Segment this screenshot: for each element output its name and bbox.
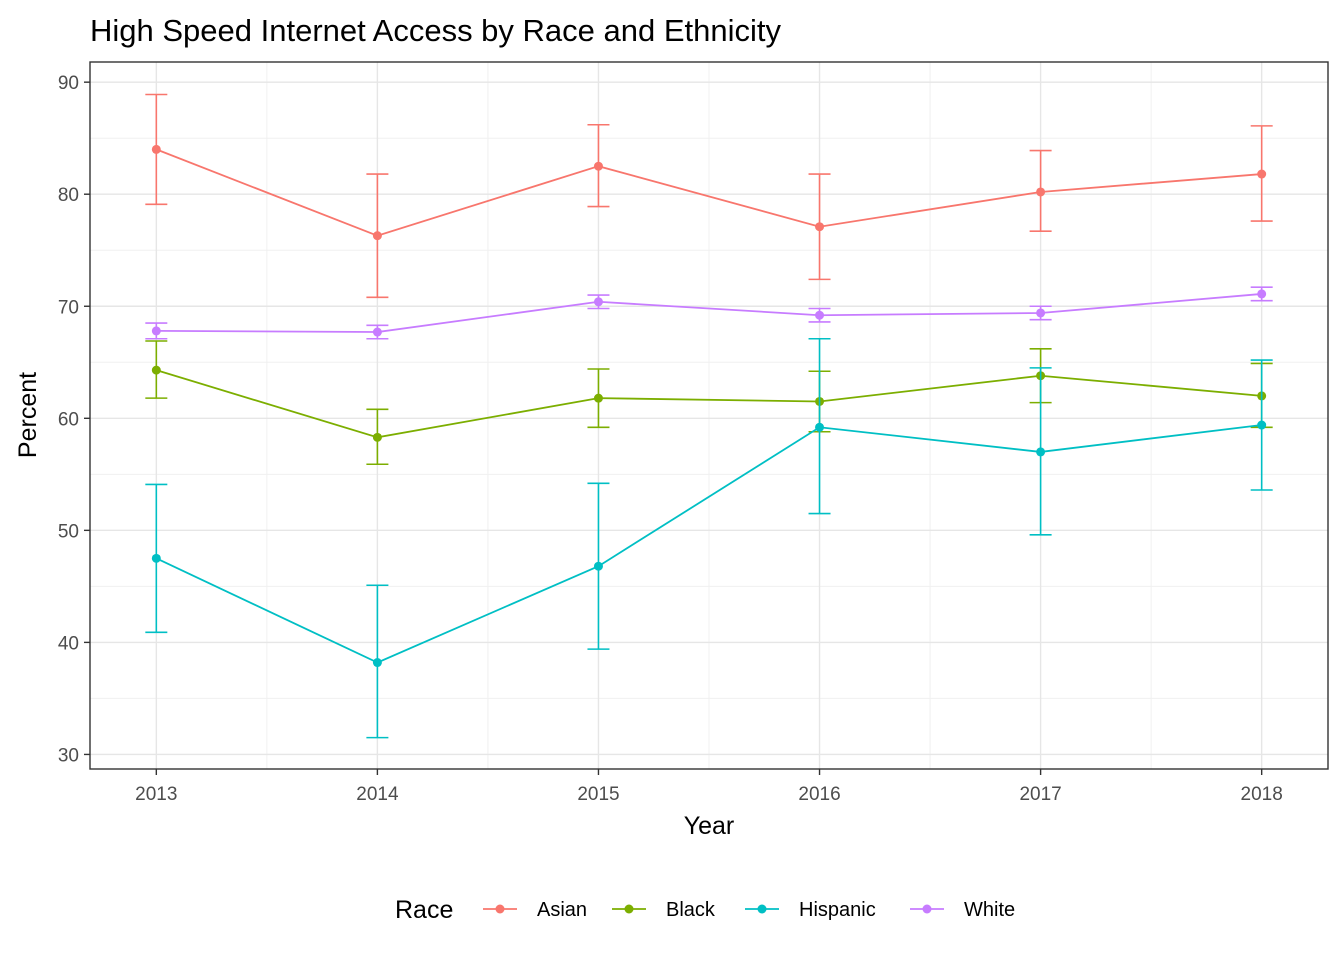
series-layer [145, 93, 1273, 739]
legend-key-point [624, 904, 634, 914]
data-point-asian [593, 161, 603, 171]
legend-item-white: White [910, 899, 1015, 921]
y-tick-label: 50 [58, 521, 79, 542]
legend-title: Race [395, 896, 453, 924]
series-line-black [156, 369, 1262, 439]
x-tick-label: 2013 [135, 784, 177, 805]
x-axis-title: Year [684, 812, 735, 840]
series-asian [145, 93, 1273, 299]
legend-label-hispanic: Hispanic [799, 899, 876, 921]
series-hispanic [145, 337, 1273, 739]
grid-minor [90, 62, 1328, 769]
chart-title: High Speed Internet Access by Race and E… [90, 13, 782, 48]
series-line-asian [155, 148, 1262, 237]
legend-item-hispanic: Hispanic [745, 899, 876, 921]
legend-key-point [495, 904, 505, 914]
data-point-hispanic [593, 561, 603, 571]
data-point-white [372, 327, 382, 337]
data-point-hispanic [1036, 447, 1046, 457]
legend-label-black: Black [666, 899, 716, 921]
x-axis: 2013 2014 2015 2016 2017 2018 [135, 769, 1283, 805]
data-point-asian [1036, 187, 1046, 197]
legend-item-black: Black [612, 899, 716, 921]
legend-label-asian: Asian [537, 899, 587, 921]
x-tick-label: 2015 [577, 784, 619, 805]
legend-key-point [922, 904, 932, 914]
plot-panel-border [89, 61, 1329, 770]
data-point-hispanic [1257, 420, 1267, 430]
data-point-black [372, 432, 382, 442]
y-axis: 30 40 50 60 70 80 90 [58, 73, 90, 766]
series-line-white [156, 293, 1262, 333]
data-point-hispanic [151, 553, 161, 563]
y-tick-label: 30 [58, 745, 79, 766]
data-point-asian [1257, 169, 1267, 179]
data-point-white [1036, 308, 1046, 318]
y-tick-label: 80 [58, 185, 79, 206]
data-point-white [1257, 289, 1267, 299]
legend: Race Asian Black Hispanic White [395, 896, 1015, 924]
data-point-black [151, 365, 161, 375]
data-point-hispanic [372, 658, 382, 668]
x-tick-label: 2018 [1241, 784, 1283, 805]
data-point-white [815, 310, 825, 320]
legend-item-asian: Asian [483, 899, 587, 921]
y-tick-label: 40 [58, 633, 79, 654]
y-tick-label: 90 [58, 73, 79, 94]
data-point-asian [372, 231, 382, 241]
x-tick-label: 2014 [356, 784, 399, 805]
data-point-asian [151, 144, 161, 154]
data-point-hispanic [815, 422, 825, 432]
legend-label-white: White [964, 899, 1015, 921]
legend-key-point [757, 904, 767, 914]
series-line-hispanic [155, 424, 1262, 664]
data-point-white [593, 297, 603, 307]
series-white [145, 286, 1273, 340]
data-point-white [151, 326, 161, 336]
x-tick-label: 2017 [1019, 784, 1061, 805]
y-axis-title: Percent [14, 372, 42, 458]
data-point-asian [815, 222, 825, 232]
y-tick-label: 60 [58, 409, 79, 430]
y-tick-label: 70 [58, 297, 79, 318]
data-point-black [593, 393, 603, 403]
x-tick-label: 2016 [798, 784, 840, 805]
